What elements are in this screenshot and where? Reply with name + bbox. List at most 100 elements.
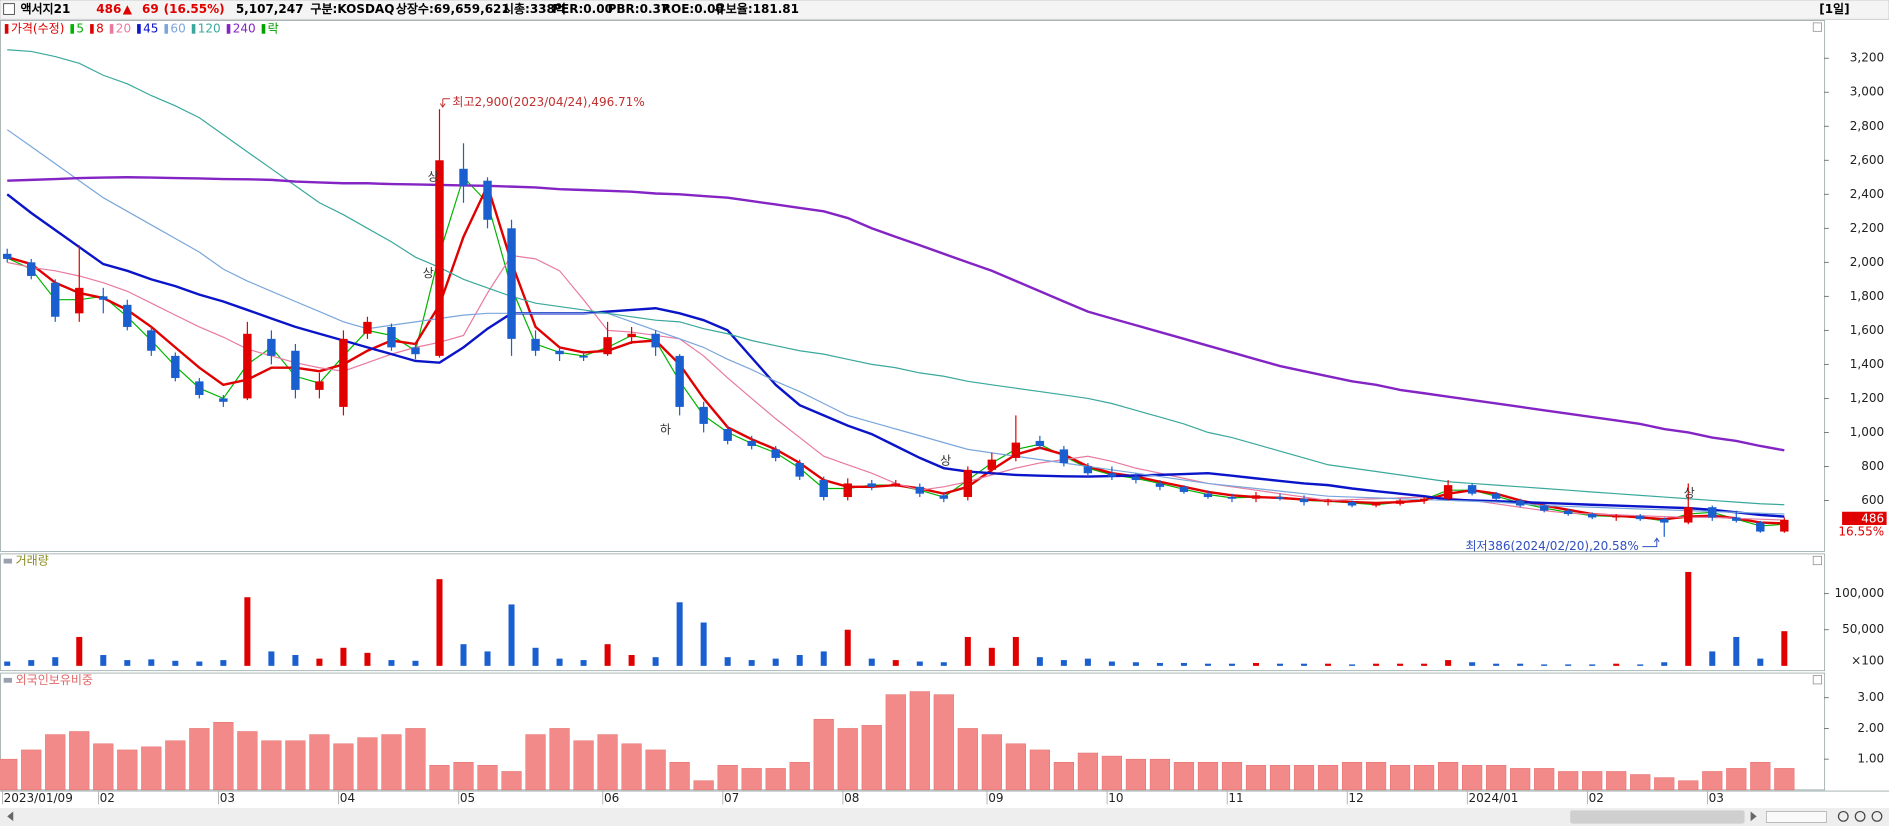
x-tick-label: 10 <box>1108 791 1123 805</box>
legend-swatch <box>226 24 231 34</box>
candle-body <box>483 180 492 220</box>
zoom-slider[interactable] <box>1765 811 1827 823</box>
bar <box>1438 761 1459 791</box>
bar <box>309 734 330 791</box>
bar <box>1036 657 1043 666</box>
bar <box>1582 771 1603 791</box>
price-box <box>1842 511 1887 525</box>
bar <box>1606 771 1627 791</box>
candle-body <box>651 333 660 348</box>
bar <box>1414 765 1435 791</box>
info-price: 486 <box>96 2 121 16</box>
x-tick-label: 09 <box>988 791 1003 805</box>
x-tick-label: 11 <box>1228 791 1243 805</box>
legend-entry: 5 <box>76 21 84 35</box>
bar <box>21 749 42 791</box>
bar <box>1317 765 1339 791</box>
foreign-title: 외국인보유비중 <box>16 673 93 687</box>
y-tick-label: 3,200 <box>1850 51 1884 65</box>
candle-body <box>1612 515 1621 518</box>
legend-entry: 8 <box>96 21 104 35</box>
bar <box>1565 664 1572 666</box>
checkbox[interactable] <box>3 3 15 15</box>
bar <box>1774 768 1795 791</box>
bar <box>916 661 923 666</box>
bar <box>1221 761 1243 791</box>
high-arrow <box>439 98 450 109</box>
bar <box>1325 663 1332 666</box>
bar <box>148 659 155 666</box>
candle-body <box>1131 476 1141 481</box>
candle-body <box>1059 449 1069 464</box>
candle-body <box>1323 500 1333 503</box>
scroll-left[interactable] <box>7 811 14 822</box>
legend-swatch <box>137 24 141 34</box>
candle-body <box>843 483 852 498</box>
y-tick-label: 2,400 <box>1850 187 1884 201</box>
zoom-out[interactable] <box>1837 810 1849 822</box>
bar <box>364 652 371 666</box>
legend-swatch <box>4 24 9 34</box>
bar <box>196 661 203 666</box>
bar <box>1589 664 1596 666</box>
bar <box>117 749 138 791</box>
candle-body <box>1347 502 1357 506</box>
bar <box>1132 662 1139 666</box>
candle-body <box>555 350 564 355</box>
bar <box>172 660 179 666</box>
bar <box>1341 761 1363 791</box>
bar <box>556 658 563 666</box>
bar <box>1029 749 1050 791</box>
candle-body <box>315 381 324 390</box>
candle-body <box>1732 517 1741 521</box>
legend-swatch <box>261 24 266 34</box>
y-tick-label: 1,400 <box>1850 357 1884 371</box>
bar <box>525 734 546 791</box>
ma-line <box>6 193 1785 518</box>
bar <box>621 743 642 791</box>
candle-body <box>1227 497 1237 499</box>
candle-body <box>1275 497 1285 499</box>
panel-max-button[interactable] <box>1812 675 1822 685</box>
bar <box>508 604 515 666</box>
candle-body <box>939 495 949 499</box>
bar <box>477 765 498 791</box>
legend-extra: 락 <box>268 21 279 35</box>
bar <box>933 694 954 791</box>
candle-body <box>891 483 900 486</box>
y-tick-label: 2,800 <box>1850 119 1884 133</box>
legend-title: 가격(수정) <box>11 21 65 35</box>
panel-max-button[interactable] <box>1812 22 1822 32</box>
zoom-reset[interactable] <box>1871 810 1883 822</box>
ma-line <box>7 49 1785 506</box>
bar <box>909 691 930 791</box>
bar <box>748 660 755 666</box>
candle-body <box>387 326 396 348</box>
bar <box>1125 758 1147 791</box>
info-volume: 5,107,247 <box>236 2 304 16</box>
info-change: 69 <box>142 2 159 16</box>
bar <box>796 655 803 666</box>
bar <box>429 765 450 791</box>
bar <box>268 651 275 666</box>
info-cap: 시총:338억 <box>503 1 566 16</box>
bar <box>1613 663 1620 666</box>
bar <box>1077 752 1098 791</box>
bar <box>844 629 851 666</box>
candle-body <box>579 355 588 358</box>
y-tick-label: 1.00 <box>1857 752 1884 766</box>
panel-max-button[interactable] <box>1812 555 1822 566</box>
y-tick-label: 2,200 <box>1850 221 1884 235</box>
scroll-right[interactable] <box>1750 811 1757 822</box>
price-panel-frame <box>0 20 1826 552</box>
zoom-in[interactable] <box>1854 810 1866 822</box>
bar <box>1084 658 1091 666</box>
bar <box>1630 774 1651 791</box>
bar <box>861 725 882 791</box>
bar <box>1709 651 1716 666</box>
bar <box>700 622 707 666</box>
bar <box>244 597 251 666</box>
bar <box>292 655 299 666</box>
candle-body <box>1203 493 1213 498</box>
scroll-thumb[interactable] <box>1570 810 1745 824</box>
